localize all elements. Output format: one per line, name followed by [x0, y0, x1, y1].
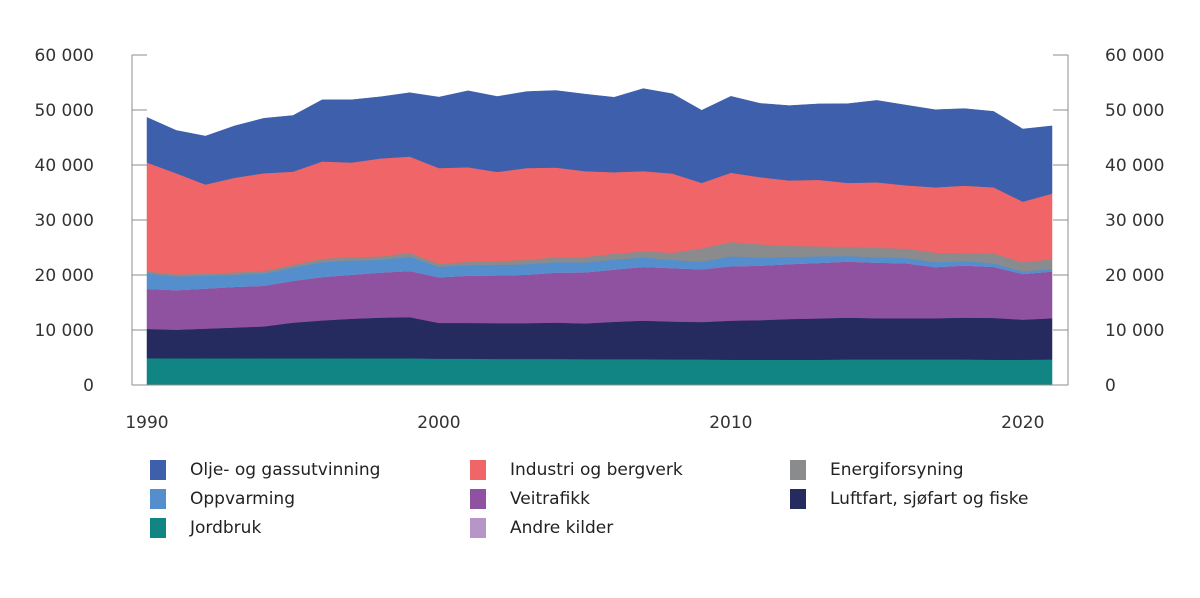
- legend-label: Olje- og gassutvinning: [190, 460, 381, 480]
- legend-label: Jordbruk: [190, 518, 262, 538]
- legend-label: Industri og bergverk: [510, 460, 683, 480]
- stacked-area-chart: 0 0 10 000 10 000 20 000 20 000 30 000 30 000 40…: [35, 46, 1165, 433]
- legend-item-andre-kilder: Andre kilder: [470, 516, 790, 540]
- y-tick-label-left: 50 000: [35, 101, 94, 121]
- legend-label: Energiforsyning: [830, 460, 964, 480]
- legend-item-industri-og-bergverk: Industri og bergverk: [470, 458, 790, 482]
- legend-item-veitrafikk: Veitrafikk: [470, 487, 790, 511]
- y-tick-label-left: 30 000: [35, 211, 94, 231]
- axes: [131, 54, 1069, 386]
- x-tick-label: 2020: [1001, 413, 1044, 433]
- legend-swatch: [790, 489, 806, 509]
- legend-item-luftfart-sj-fart-og-fiske: Luftfart, sjøfart og fiske: [790, 487, 1110, 511]
- y-tick-label-right: 40 000: [1105, 156, 1164, 176]
- legend-swatch: [470, 518, 486, 538]
- y-tick-label-left: 0: [83, 376, 94, 396]
- x-tick-label: 1990: [125, 413, 168, 433]
- legend: Olje- og gassutvinning Industri og bergve…: [150, 458, 1110, 540]
- y-tick-label-right: 30 000: [1105, 211, 1164, 231]
- legend-item-jordbruk: Jordbruk: [150, 516, 470, 540]
- y-tick-label-left: 10 000: [35, 321, 94, 341]
- y-tick-label-right: 50 000: [1105, 101, 1164, 121]
- legend-label: Veitrafikk: [510, 489, 590, 509]
- legend-swatch: [790, 460, 806, 480]
- x-tick-label: 2010: [709, 413, 752, 433]
- x-tick-label: 2000: [417, 413, 460, 433]
- legend-empty: [790, 516, 1110, 540]
- legend-item-energiforsyning: Energiforsyning: [790, 458, 1110, 482]
- legend-label: Oppvarming: [190, 489, 295, 509]
- legend-swatch: [470, 489, 486, 509]
- y-tick-label-right: 20 000: [1105, 266, 1164, 286]
- legend-item-oppvarming: Oppvarming: [150, 487, 470, 511]
- tick-labels: 0 0 10 000 10 000 20 000 20 000 30 000 30 000 40…: [35, 46, 1165, 433]
- y-tick-label-left: 40 000: [35, 156, 94, 176]
- legend-item-olje-og-gassutvinning: Olje- og gassutvinning: [150, 458, 470, 482]
- y-tick-label-right: 0: [1105, 376, 1116, 396]
- y-tick-label-left: 60 000: [35, 46, 94, 66]
- y-tick-label-right: 10 000: [1105, 321, 1164, 341]
- legend-swatch: [150, 489, 166, 509]
- area-jordbruk: [146, 357, 1053, 386]
- legend-swatch: [150, 518, 166, 538]
- legend-swatch: [150, 460, 166, 480]
- area-layers: [146, 88, 1053, 386]
- legend-swatch: [470, 460, 486, 480]
- area-olje-og-gassutvinning: [146, 88, 1053, 202]
- y-tick-label-left: 20 000: [35, 266, 94, 286]
- y-tick-label-right: 60 000: [1105, 46, 1164, 66]
- legend-label: Luftfart, sjøfart og fiske: [830, 489, 1029, 509]
- legend-label: Andre kilder: [510, 518, 614, 538]
